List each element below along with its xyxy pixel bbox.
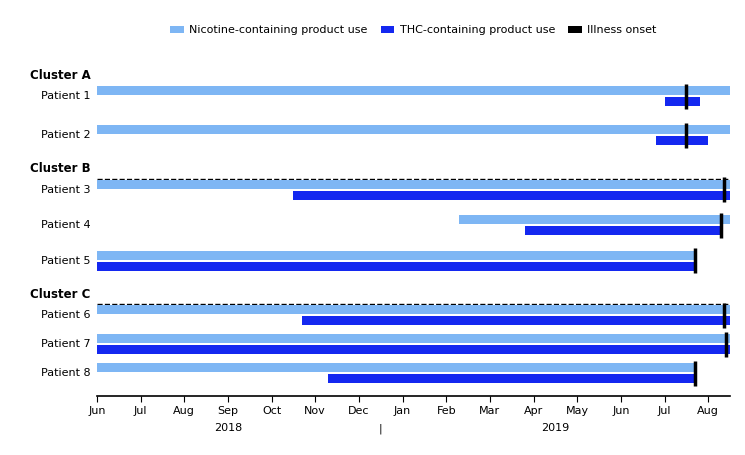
- Bar: [97, 262, 695, 271]
- Text: Patient 2: Patient 2: [41, 130, 90, 140]
- Bar: [524, 226, 721, 235]
- Bar: [97, 345, 730, 354]
- Bar: [294, 191, 730, 200]
- Bar: [460, 215, 730, 224]
- Text: Patient 3: Patient 3: [41, 185, 90, 195]
- Bar: [665, 97, 700, 106]
- Bar: [97, 86, 730, 96]
- Bar: [656, 136, 708, 145]
- Bar: [97, 364, 695, 372]
- Bar: [329, 374, 695, 383]
- Text: |: |: [379, 423, 382, 434]
- Bar: [97, 125, 730, 134]
- Bar: [97, 251, 695, 260]
- Text: Patient 4: Patient 4: [41, 220, 90, 230]
- Text: Cluster C: Cluster C: [30, 288, 90, 301]
- Text: Patient 5: Patient 5: [41, 256, 90, 266]
- Bar: [97, 180, 730, 189]
- Text: Patient 8: Patient 8: [41, 368, 90, 378]
- Text: Patient 7: Patient 7: [41, 339, 90, 349]
- Bar: [97, 334, 730, 344]
- Text: Cluster A: Cluster A: [30, 69, 90, 82]
- Text: 2018: 2018: [214, 423, 242, 433]
- Bar: [302, 316, 730, 325]
- Text: Cluster B: Cluster B: [30, 162, 90, 175]
- Text: 2019: 2019: [542, 423, 569, 433]
- Text: Patient 1: Patient 1: [41, 91, 90, 101]
- Text: Patient 6: Patient 6: [41, 310, 90, 320]
- Bar: [97, 305, 730, 314]
- Legend: Nicotine-containing product use, THC-containing product use, Illness onset: Nicotine-containing product use, THC-con…: [166, 21, 661, 40]
